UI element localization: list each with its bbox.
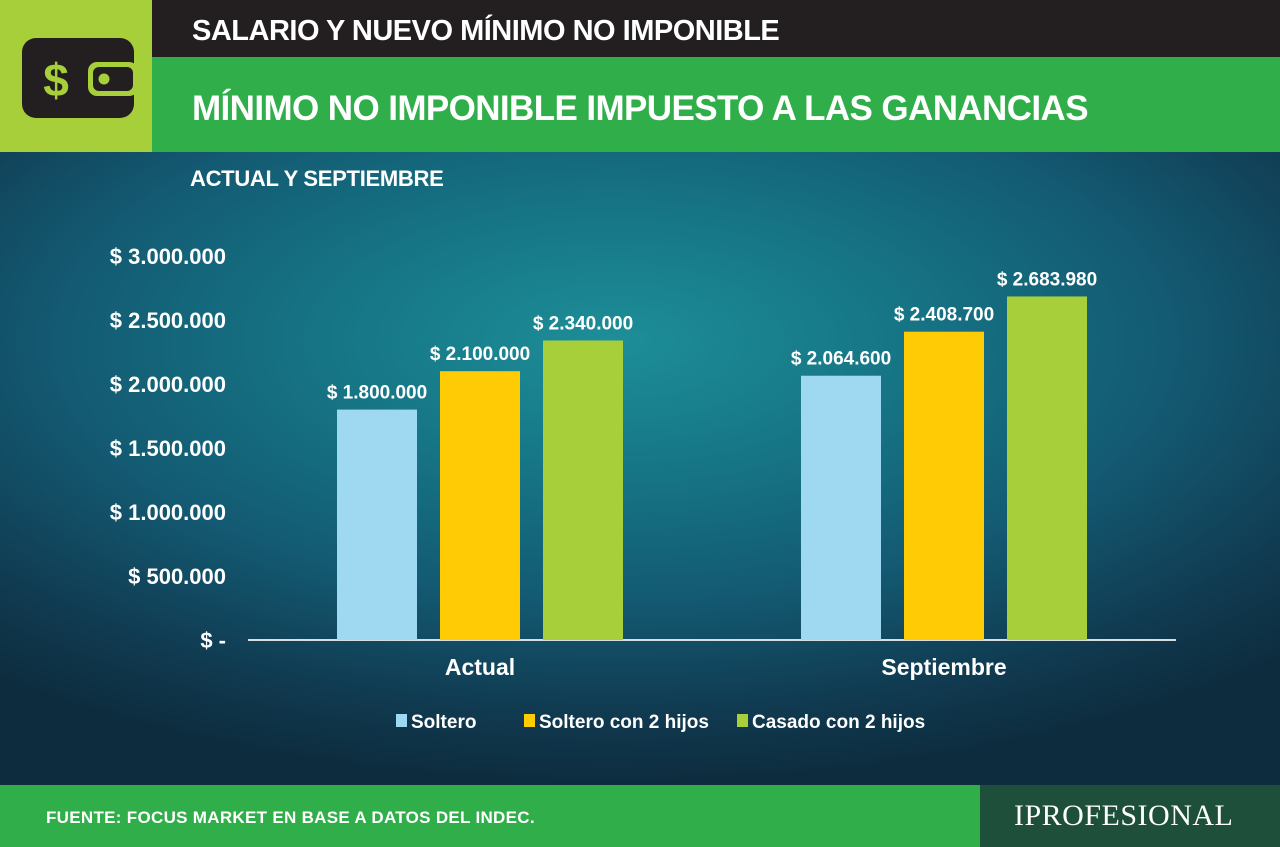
x-tick-label: Actual <box>445 654 515 680</box>
main-header-bar: MÍNIMO NO IMPONIBLE IMPUESTO A LAS GANAN… <box>152 57 1280 152</box>
data-label: $ 2.064.600 <box>791 349 891 370</box>
y-tick-label: $ 2.500.000 <box>110 308 226 333</box>
legend-swatch <box>396 714 407 727</box>
bar-chart: $ - $ 500.000 $ 1.000.000 $ 1.500.000 $ 2.00… <box>110 244 1176 733</box>
chart-subtitle: ACTUAL Y SEPTIEMBRE <box>190 166 444 191</box>
top-title: SALARIO Y NUEVO MÍNIMO NO IMPONIBLE <box>192 15 780 47</box>
legend-swatch <box>737 714 748 727</box>
legend-swatch <box>524 714 535 727</box>
bar <box>543 340 623 640</box>
legend-label: Casado con 2 hijos <box>752 712 925 733</box>
y-tick-label: $ 1.500.000 <box>110 436 226 461</box>
chart-area: ACTUAL Y SEPTIEMBRE $ - $ 500.000 $ 1.000.… <box>0 152 1280 785</box>
x-tick-label: Septiembre <box>881 654 1006 680</box>
bar <box>440 371 520 640</box>
bar <box>801 375 881 640</box>
data-label: $ 2.683.980 <box>997 269 1097 290</box>
y-tick-label: $ 1.000.000 <box>110 500 226 525</box>
icon-box: $ <box>0 0 152 152</box>
data-label: $ 2.340.000 <box>533 313 633 334</box>
y-tick-label: $ - <box>200 628 226 653</box>
brand-box: IPROFESIONAL <box>980 785 1280 847</box>
y-tick-label: $ 500.000 <box>128 564 226 589</box>
data-label: $ 2.408.700 <box>894 305 994 326</box>
wallet-dollar-icon: $ <box>22 38 134 118</box>
data-label: $ 2.100.000 <box>430 344 530 365</box>
dollar-glyph: $ <box>43 54 69 106</box>
bar <box>337 409 417 640</box>
legend-label: Soltero con 2 hijos <box>539 712 709 733</box>
page-title: MÍNIMO NO IMPONIBLE IMPUESTO A LAS GANAN… <box>192 89 1089 128</box>
footer-bar: FUENTE: FOCUS MARKET EN BASE A DATOS DEL… <box>0 785 980 847</box>
brand-logo: IPROFESIONAL <box>1014 799 1234 832</box>
top-header-bar: SALARIO Y NUEVO MÍNIMO NO IMPONIBLE <box>152 0 1280 57</box>
bar <box>1007 296 1087 640</box>
source-note: FUENTE: FOCUS MARKET EN BASE A DATOS DEL… <box>46 808 535 827</box>
data-label: $ 1.800.000 <box>327 383 427 404</box>
y-tick-label: $ 3.000.000 <box>110 244 226 269</box>
bar <box>904 331 984 640</box>
y-tick-label: $ 2.000.000 <box>110 372 226 397</box>
legend-label: Soltero <box>411 712 476 733</box>
